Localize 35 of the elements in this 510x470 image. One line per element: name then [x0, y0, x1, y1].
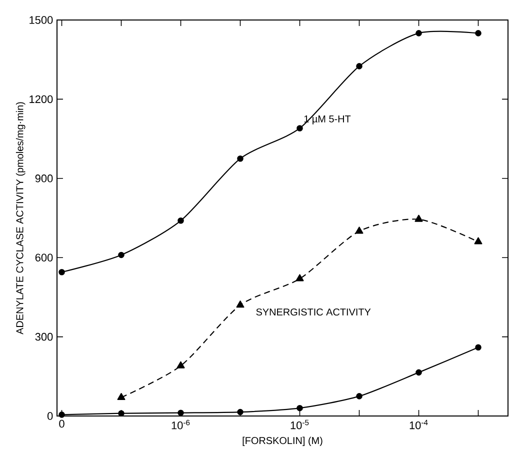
series-label: SYNERGISTIC ACTIVITY — [256, 308, 371, 316]
y-tick-label: 0 — [47, 412, 53, 420]
point — [178, 410, 184, 416]
y-tick-label: 1200 — [30, 95, 53, 104]
point — [296, 274, 304, 282]
point — [237, 155, 244, 162]
x-tick-label: 10$^{-4}$ — [410, 420, 428, 430]
point — [176, 361, 185, 368]
point — [474, 237, 482, 244]
point — [414, 214, 423, 222]
point — [475, 30, 482, 36]
x-tick-label: 10$^{-6}$ — [172, 420, 190, 430]
x-axis-title: [FORSKOLIN] (M) — [242, 436, 322, 446]
x-tick-label: 10$^{-5}$ — [290, 420, 309, 430]
point — [355, 226, 364, 234]
y-tick-label: 300 — [35, 332, 53, 341]
point — [356, 393, 362, 400]
y-axis-title: ADENYLATE CYCLASE ACTIVITY (pmoles/mg·min) — [16, 102, 26, 334]
point — [475, 344, 482, 350]
point — [117, 392, 126, 400]
point — [58, 412, 65, 418]
point — [416, 369, 422, 376]
point — [296, 125, 303, 132]
point — [237, 408, 244, 416]
point — [356, 63, 362, 70]
point — [236, 300, 244, 308]
point — [178, 218, 184, 224]
point — [296, 404, 303, 412]
y-tick-label: 900 — [35, 174, 53, 182]
point — [416, 30, 422, 36]
y-tick-label: 1500 — [30, 16, 53, 24]
point — [118, 252, 124, 258]
y-tick-label: 600 — [35, 254, 53, 262]
point — [58, 268, 65, 276]
x-tick-label: 0 — [59, 420, 64, 428]
